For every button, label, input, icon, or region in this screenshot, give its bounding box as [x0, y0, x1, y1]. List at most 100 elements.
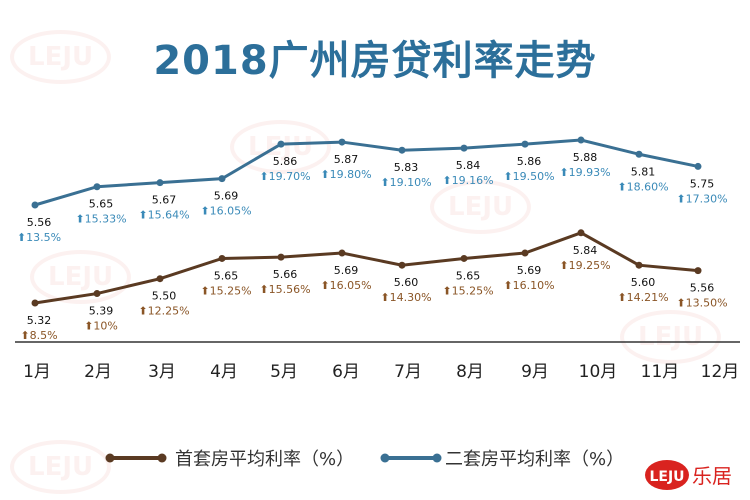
change-label: ⬆15.64% [138, 209, 189, 222]
x-tick-label: 9月 [521, 362, 549, 382]
data-point [277, 253, 285, 261]
series-line [34, 138, 699, 207]
value-label: 5.69 [214, 190, 239, 203]
legend-label: 二套房平均利率（%） [445, 449, 624, 470]
change-label: ⬆13.50% [676, 297, 727, 310]
change-label: ⬆16.10% [503, 279, 554, 292]
data-point [218, 175, 226, 183]
x-tick-label: 7月 [394, 362, 422, 382]
data-point [694, 162, 702, 170]
watermark: LEJU [620, 310, 722, 364]
change-label: ⬆15.56% [259, 283, 310, 296]
change-label: ⬆10% [84, 320, 118, 333]
data-point [398, 261, 406, 269]
value-label: 5.60 [631, 276, 656, 289]
logo-text: LEJU [649, 469, 684, 485]
change-label: ⬆19.70% [259, 170, 310, 183]
data-point [277, 140, 285, 148]
change-label: ⬆14.21% [617, 291, 668, 304]
data-point [218, 254, 226, 262]
x-tick-label: 12月 [701, 362, 740, 382]
legend-marker [105, 453, 115, 463]
value-label: 5.69 [517, 264, 542, 277]
change-label: ⬆15.25% [200, 284, 251, 297]
leju-logo [645, 460, 689, 490]
legend-marker [157, 453, 167, 463]
value-label: 5.39 [89, 305, 114, 318]
change-label: ⬆14.30% [380, 291, 431, 304]
x-tick-label: 10月 [579, 362, 618, 382]
data-point [398, 146, 406, 154]
data-point [93, 183, 101, 191]
change-label: ⬆8.5% [20, 329, 57, 342]
change-label: ⬆19.16% [442, 174, 493, 187]
value-label: 5.60 [394, 276, 419, 289]
value-label: 5.69 [334, 264, 359, 277]
value-label: 5.88 [573, 151, 598, 164]
value-label: 5.66 [273, 268, 298, 281]
value-label: 5.83 [394, 161, 419, 174]
data-point [338, 249, 346, 257]
value-label: 5.81 [631, 165, 656, 178]
change-label: ⬆18.60% [617, 180, 668, 193]
value-label: 5.84 [456, 159, 481, 172]
change-label: ⬆19.80% [320, 168, 371, 181]
x-tick-label: 6月 [332, 362, 360, 382]
data-point [156, 275, 164, 283]
data-point [577, 229, 585, 237]
value-label: 5.84 [573, 244, 598, 257]
x-tick-label: 2月 [84, 362, 112, 382]
data-point [521, 140, 529, 148]
data-point [338, 138, 346, 146]
value-label: 5.65 [89, 198, 114, 211]
value-label: 5.86 [273, 155, 298, 168]
legend-label: 首套房平均利率（%） [175, 449, 354, 470]
data-point [635, 150, 643, 158]
change-label: ⬆13.5% [17, 231, 61, 244]
x-tick-label: 8月 [456, 362, 484, 382]
data-point [577, 136, 585, 144]
x-tick-label: 5月 [270, 362, 298, 382]
data-point [694, 267, 702, 275]
change-label: ⬆19.10% [380, 176, 431, 189]
watermark: LEJU [30, 250, 132, 304]
watermark: LEJU [430, 180, 532, 234]
data-point [93, 290, 101, 298]
change-label: ⬆12.25% [138, 305, 189, 318]
change-label: ⬆19.25% [559, 259, 610, 272]
data-point [460, 254, 468, 262]
series-line [34, 231, 699, 305]
x-tick-label: 1月 [23, 362, 51, 382]
watermark: LEJU [10, 30, 112, 84]
change-label: ⬆19.50% [503, 170, 554, 183]
legend-marker [432, 453, 442, 463]
data-point [521, 249, 529, 257]
change-label: ⬆16.05% [320, 279, 371, 292]
logo-brand: 乐居 [692, 464, 732, 488]
change-label: ⬆16.05% [200, 205, 251, 218]
value-label: 5.86 [517, 155, 542, 168]
value-label: 5.65 [214, 269, 239, 282]
data-point [31, 201, 39, 209]
value-label: 5.67 [152, 194, 177, 207]
x-tick-label: 11月 [641, 362, 680, 382]
data-point [31, 299, 39, 307]
chart-title: 2018广州房贷利率走势 [153, 38, 597, 84]
change-label: ⬆17.30% [676, 192, 727, 205]
data-point [635, 261, 643, 269]
watermark: LEJU [10, 440, 112, 494]
value-label: 5.75 [690, 177, 715, 190]
change-label: ⬆15.33% [75, 213, 126, 226]
change-label: ⬆15.25% [442, 284, 493, 297]
x-tick-label: 3月 [148, 362, 176, 382]
value-label: 5.56 [27, 216, 52, 229]
legend-marker [380, 453, 390, 463]
data-point [460, 144, 468, 152]
data-point [156, 179, 164, 187]
x-tick-label: 4月 [210, 362, 238, 382]
value-label: 5.87 [334, 153, 359, 166]
value-label: 5.50 [152, 290, 177, 303]
value-label: 5.56 [690, 282, 715, 295]
value-label: 5.32 [27, 314, 52, 327]
